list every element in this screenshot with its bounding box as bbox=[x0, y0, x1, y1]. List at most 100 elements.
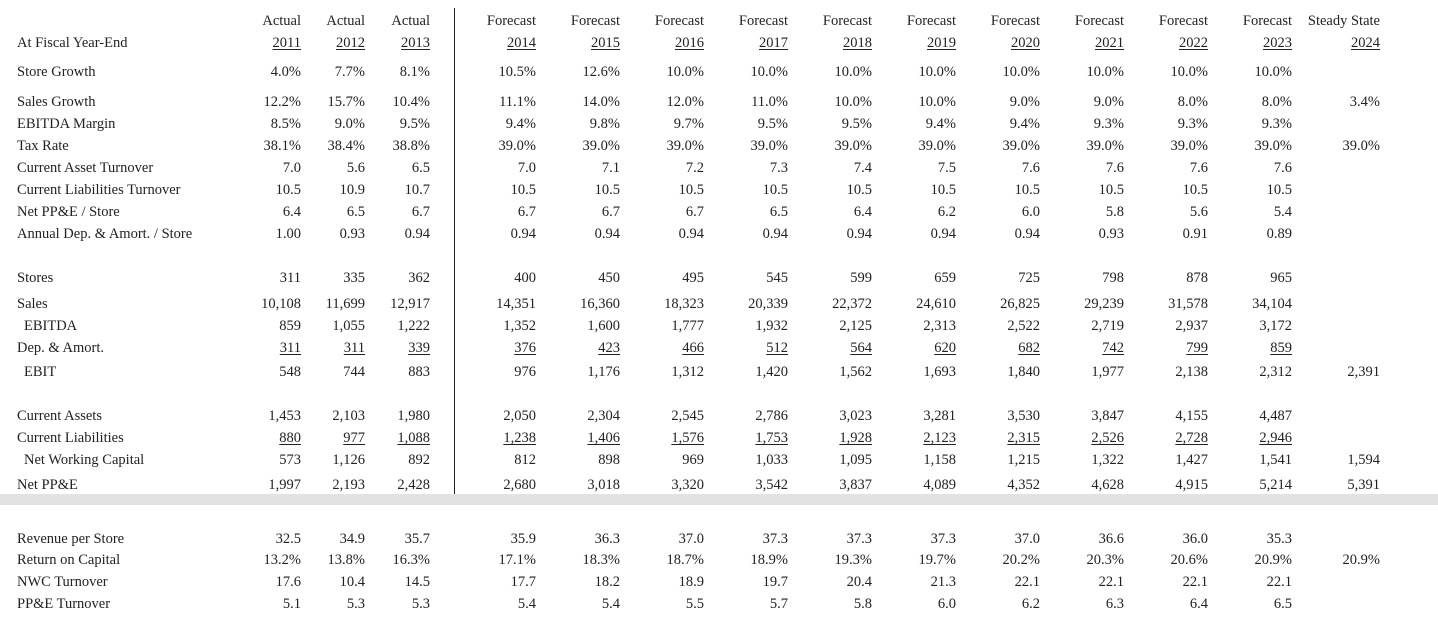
row-label: Sales bbox=[17, 296, 48, 312]
underlined-value: 977 bbox=[343, 430, 365, 446]
table-cell: 0.94 bbox=[846, 226, 872, 242]
table-row-rev-store: Revenue per Store 32.5 34.9 35.7 35.9 36.3 37.… bbox=[0, 529, 1438, 549]
table-cell: 9.7% bbox=[673, 116, 704, 132]
table-cell: 9.4% bbox=[925, 116, 956, 132]
column-year-label: 2015 bbox=[591, 35, 620, 51]
table-cell: 2,526 bbox=[1034, 428, 1124, 448]
table-row-tax-rate: Tax Rate 38.1% 38.4% 38.8% 39.0% 39.0% 39.0% 39… bbox=[0, 136, 1438, 156]
table-cell: 5.3 bbox=[346, 596, 365, 612]
table-cell: 1,158 bbox=[923, 452, 956, 468]
table-cell: 10.4 bbox=[339, 574, 365, 590]
column-year-label: 2018 bbox=[843, 35, 872, 51]
table-cell: 0.94 bbox=[1014, 226, 1040, 242]
table-cell: 39.0% bbox=[498, 138, 536, 154]
table-cell: 9.3% bbox=[1261, 116, 1292, 132]
table-cell: 10.5 bbox=[1098, 182, 1124, 198]
table-cell: 3,542 bbox=[755, 477, 788, 493]
table-cell: 31,578 bbox=[1168, 296, 1208, 312]
table-cell: 20.2% bbox=[1002, 552, 1040, 568]
table-cell: 39.0% bbox=[582, 138, 620, 154]
row-label: Tax Rate bbox=[17, 138, 69, 154]
table-cell: 742 bbox=[1034, 338, 1124, 358]
table-cell: 798 bbox=[1102, 270, 1124, 286]
table-cell: 2,050 bbox=[503, 408, 536, 424]
underlined-value: 311 bbox=[279, 340, 301, 356]
table-cell: 1,176 bbox=[587, 364, 620, 380]
table-cell: 10.5 bbox=[930, 182, 956, 198]
row-label: Current Asset Turnover bbox=[17, 160, 154, 176]
table-cell: 18.9 bbox=[678, 574, 704, 590]
table-cell: 12,917 bbox=[390, 296, 430, 312]
table-cell: 0.94 bbox=[510, 226, 536, 242]
row-label: Current Liabilities bbox=[17, 430, 124, 446]
table-cell: 5.6 bbox=[346, 160, 365, 176]
underlined-value: 880 bbox=[279, 430, 301, 446]
table-cell: 812 bbox=[514, 452, 536, 468]
table-cell: 15.7% bbox=[327, 94, 365, 110]
table-cell: 10.5 bbox=[1182, 182, 1208, 198]
table-cell: 2,193 bbox=[332, 477, 365, 493]
table-cell: 6.0 bbox=[1021, 204, 1040, 220]
table-cell: 512 bbox=[698, 338, 788, 358]
table-cell: 39.0% bbox=[1342, 138, 1380, 154]
table-cell: 7.6 bbox=[1105, 160, 1124, 176]
table-cell: 11,699 bbox=[325, 296, 365, 312]
table-cell: 10.9 bbox=[339, 182, 365, 198]
table-cell: 2,125 bbox=[839, 318, 872, 334]
table-cell: 5.8 bbox=[853, 596, 872, 612]
table-cell: 4,915 bbox=[1175, 477, 1208, 493]
table-cell: 2,946 bbox=[1202, 428, 1292, 448]
column-year-label: 2011 bbox=[272, 35, 301, 51]
underlined-value: 742 bbox=[1102, 340, 1124, 356]
table-cell: 659 bbox=[934, 270, 956, 286]
table-cell: 3,847 bbox=[1091, 408, 1124, 424]
actual-forecast-divider bbox=[454, 8, 455, 495]
table-cell: 1,453 bbox=[268, 408, 301, 424]
table-cell: 24,610 bbox=[916, 296, 956, 312]
table-cell: 38.8% bbox=[392, 138, 430, 154]
table-cell: 1,095 bbox=[839, 452, 872, 468]
table-cell: 2,719 bbox=[1091, 318, 1124, 334]
table-cell: 6.4 bbox=[282, 204, 301, 220]
table-cell: 9.3% bbox=[1177, 116, 1208, 132]
underlined-value: 682 bbox=[1018, 340, 1040, 356]
table-cell: 10.5 bbox=[762, 182, 788, 198]
row-label: Net PP&E bbox=[17, 477, 78, 493]
table-cell: 1,600 bbox=[587, 318, 620, 334]
table-cell: 22.1 bbox=[1014, 574, 1040, 590]
column-year-label: 2023 bbox=[1263, 35, 1292, 51]
table-cell: 2,312 bbox=[1259, 364, 1292, 380]
table-cell: 0.89 bbox=[1266, 226, 1292, 242]
table-cell: 0.94 bbox=[678, 226, 704, 242]
table-cell: 2,313 bbox=[923, 318, 956, 334]
table-cell: 744 bbox=[343, 364, 365, 380]
table-cell: 7.0 bbox=[282, 160, 301, 176]
table-cell: 6.4 bbox=[853, 204, 872, 220]
table-cell: 1,753 bbox=[698, 428, 788, 448]
table-cell: 1,576 bbox=[614, 428, 704, 448]
table-cell: 14.0% bbox=[582, 94, 620, 110]
table-row-roc: Return on Capital 13.2% 13.8% 16.3% 17.1% 18.… bbox=[0, 550, 1438, 570]
table-cell: 5.6 bbox=[1189, 204, 1208, 220]
table-row-ebitda-margin: EBITDA Margin 8.5% 9.0% 9.5% 9.4% 9.8% 9.7% 9.5… bbox=[0, 114, 1438, 134]
table-cell: 18.3% bbox=[582, 552, 620, 568]
table-cell: 5.8 bbox=[1105, 204, 1124, 220]
table-cell: 14,351 bbox=[496, 296, 536, 312]
table-row-netppe-store: Net PP&E / Store 6.4 6.5 6.7 6.7 6.7 6.7 6.5 6.4… bbox=[0, 202, 1438, 222]
table-cell: 1,420 bbox=[755, 364, 788, 380]
row-label: Current Assets bbox=[17, 408, 102, 424]
table-cell: 6.4 bbox=[1189, 596, 1208, 612]
table-cell: 16,360 bbox=[580, 296, 620, 312]
underlined-value: 799 bbox=[1186, 340, 1208, 356]
table-row-ppe-turnover: PP&E Turnover 5.1 5.3 5.3 5.4 5.4 5.5 5.7 5.8 6.0… bbox=[0, 594, 1438, 614]
table-cell: 6.7 bbox=[601, 204, 620, 220]
table-cell: 18,323 bbox=[664, 296, 704, 312]
table-cell: 7.2 bbox=[685, 160, 704, 176]
table-row-stores: Stores 311 335 362 400 450 495 545 599 659 725 798 8… bbox=[0, 268, 1438, 288]
table-cell: 6.3 bbox=[1105, 596, 1124, 612]
table-cell: 20.9% bbox=[1342, 552, 1380, 568]
table-cell: 8.5% bbox=[270, 116, 301, 132]
table-cell: 1,594 bbox=[1347, 452, 1380, 468]
underlined-value: 2,315 bbox=[1007, 430, 1040, 446]
table-cell: 29,239 bbox=[1084, 296, 1124, 312]
